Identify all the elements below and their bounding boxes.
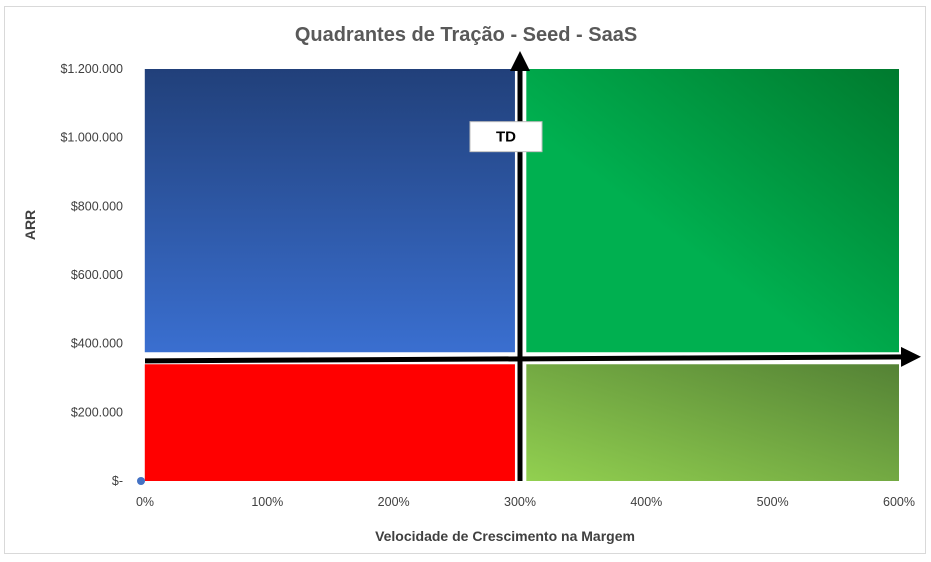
annotation-box-bg	[469, 121, 543, 153]
y-tick-label: $600.000	[71, 268, 123, 282]
quadrant-bottom-right	[526, 364, 899, 481]
x-tick-label: 600%	[883, 495, 915, 509]
x-tick-label: 300%	[504, 495, 536, 509]
chart-title: Quadrantes de Tração - Seed - SaaS	[295, 24, 637, 46]
x-tick-label: 400%	[630, 495, 662, 509]
x-tick-label: 0%	[136, 495, 154, 509]
quadrant-layer	[144, 69, 899, 481]
y-tick-label: $1.000.000	[60, 131, 123, 145]
y-tick-label: $1.200.000	[60, 62, 123, 76]
data-point	[137, 477, 145, 485]
point-layer	[137, 477, 145, 485]
y-tick-label: $800.000	[71, 199, 123, 213]
annotation-td-box: TD	[469, 121, 543, 153]
annotation-label: TD	[496, 129, 516, 146]
y-tick-label: $-	[112, 474, 123, 488]
y-axis-ticks: $- $200.000 $400.000 $600.000 $800.000 $1.000…	[60, 62, 123, 488]
quadrant-top-left	[144, 69, 515, 353]
x-axis-ticks: 0% 100% 200% 300% 400% 500% 600%	[136, 495, 915, 509]
horizontal-divider-arrow	[144, 346, 921, 367]
x-axis-title: Velocidade de Crescimento na Margem	[375, 528, 635, 544]
y-tick-label: $400.000	[71, 337, 123, 351]
x-tick-label: 500%	[757, 495, 789, 509]
y-axis-title: ARR	[22, 210, 38, 240]
annotation-layer: TD	[469, 121, 543, 153]
quadrant-top-right	[526, 69, 899, 353]
x-tick-label: 200%	[378, 495, 410, 509]
chart-canvas: Quadrantes de Tração - Seed - SaaS $- $20…	[22, 24, 921, 544]
quadrant-bottom-left	[144, 364, 515, 481]
chart-frame: Quadrantes de Tração - Seed - SaaS $- $20…	[4, 6, 926, 554]
y-tick-label: $200.000	[71, 405, 123, 419]
x-tick-label: 100%	[251, 495, 283, 509]
